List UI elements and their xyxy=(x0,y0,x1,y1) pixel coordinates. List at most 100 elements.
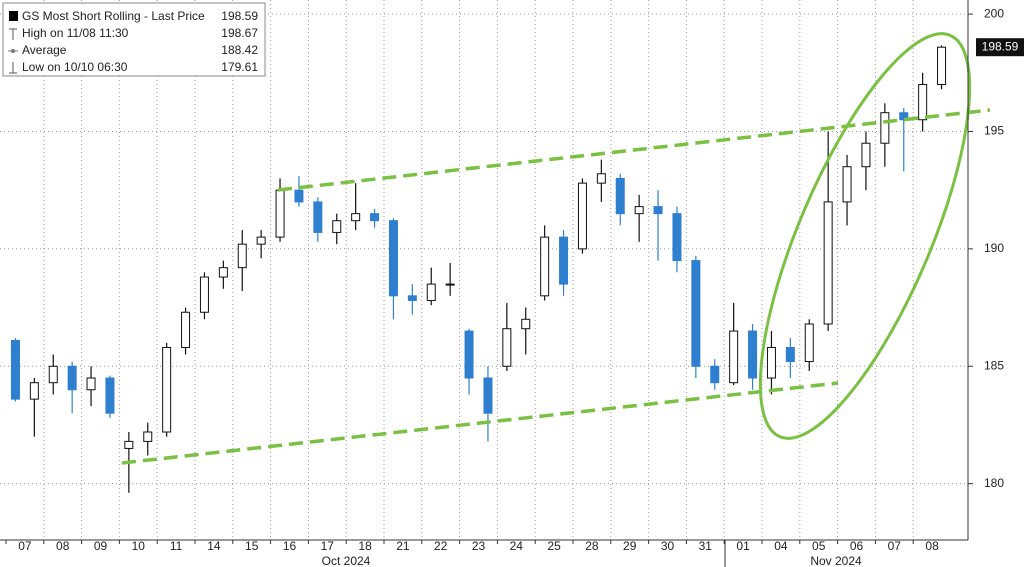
x-tick-label: 30 xyxy=(661,539,675,553)
candle-body xyxy=(181,311,191,348)
candle-body xyxy=(615,177,625,215)
candle-body xyxy=(577,182,587,250)
month-label: Oct 2024 xyxy=(322,554,371,567)
y-tick-label: 185 xyxy=(984,358,1004,372)
candle-body xyxy=(199,276,209,313)
candle-body xyxy=(937,46,947,86)
candle-body xyxy=(880,112,890,144)
x-tick-label: 23 xyxy=(472,539,486,553)
candle-body xyxy=(124,440,134,449)
candle-body xyxy=(143,431,153,442)
x-tick-label: 16 xyxy=(283,539,297,553)
candle-body xyxy=(559,236,569,285)
candle-body xyxy=(86,377,96,391)
x-tick-label: 18 xyxy=(358,539,372,553)
x-tick-label: 04 xyxy=(774,539,788,553)
candles xyxy=(10,45,947,493)
candle-body xyxy=(370,213,380,222)
candle-body xyxy=(918,84,928,121)
grid xyxy=(0,0,968,540)
candle-body xyxy=(332,220,342,233)
candle-body xyxy=(502,328,512,367)
candle-body xyxy=(899,112,909,121)
candle-body xyxy=(67,365,77,391)
candle-body xyxy=(351,213,361,222)
candle-body xyxy=(596,173,606,184)
y-tick-label: 195 xyxy=(984,124,1004,138)
candle-body xyxy=(48,365,58,384)
candle-body xyxy=(672,213,682,262)
candle-body xyxy=(823,201,833,325)
candle-body xyxy=(426,283,436,302)
candle-body xyxy=(634,206,644,215)
x-tick-label: 28 xyxy=(585,539,599,553)
x-tick-label: 09 xyxy=(94,539,108,553)
candle-body xyxy=(218,267,228,278)
candle-body xyxy=(388,220,398,297)
legend-value: 198.67 xyxy=(221,26,258,40)
legend-label: Average xyxy=(22,43,67,57)
x-tick-label: 01 xyxy=(736,539,750,553)
candle-body xyxy=(540,236,550,297)
last-price-tag xyxy=(976,38,1024,57)
x-tick-label: 17 xyxy=(321,539,335,553)
x-tick-label: 08 xyxy=(56,539,70,553)
candle-body xyxy=(256,236,266,245)
annotations xyxy=(121,32,991,465)
x-tick-label: 10 xyxy=(132,539,146,553)
candle-body xyxy=(842,166,852,203)
candle-body xyxy=(105,377,115,414)
x-tick-label: 21 xyxy=(396,539,410,553)
legend-value: 179.61 xyxy=(221,60,258,74)
x-tick-label: 15 xyxy=(245,539,259,553)
candle-body xyxy=(464,330,474,379)
month-label: Nov 2024 xyxy=(810,554,862,567)
y-tick-label: 200 xyxy=(984,6,1004,20)
legend-icon xyxy=(9,11,18,21)
candle-body xyxy=(313,201,323,233)
x-tick-label: 25 xyxy=(547,539,561,553)
legend-icon xyxy=(9,62,17,74)
candle-body xyxy=(691,260,701,367)
candle-body xyxy=(10,339,20,400)
x-tick-label: 31 xyxy=(699,539,713,553)
candle-body xyxy=(237,243,247,269)
candle-body xyxy=(861,142,871,168)
candle-body xyxy=(162,346,172,433)
candle-body xyxy=(29,382,39,400)
legend-icon xyxy=(11,49,15,53)
x-tick-label: 05 xyxy=(812,539,826,553)
legend-label: High on 11/08 11:30 xyxy=(22,26,129,40)
candle-body xyxy=(653,206,663,215)
candle-body xyxy=(748,330,758,379)
y-tick-label: 190 xyxy=(984,241,1004,255)
candle-body xyxy=(804,323,814,363)
x-tick-label: 29 xyxy=(623,539,637,553)
legend-value: 198.59 xyxy=(221,9,258,23)
candle-body xyxy=(294,189,304,203)
trend-line-lower xyxy=(121,381,839,465)
x-tick-label: 24 xyxy=(510,539,524,553)
candle-body xyxy=(275,189,285,238)
trend-line-upper xyxy=(277,108,991,192)
x-tick-label: 14 xyxy=(207,539,221,553)
legend-box xyxy=(2,2,266,77)
y-tick-label: 180 xyxy=(984,476,1004,490)
axis-labels: 180 185 190 195 200 07 08 09 10 11 14 15 16 17 18 21 22 2… xyxy=(5,6,1024,567)
candle-body xyxy=(521,318,531,330)
x-tick-label: 22 xyxy=(434,539,448,553)
candle-body xyxy=(766,346,776,379)
legend-label: Low on 10/10 06:30 xyxy=(22,60,128,74)
candle-body xyxy=(785,346,795,363)
x-tick-label: 06 xyxy=(850,539,864,553)
legend-value: 188.42 xyxy=(221,43,258,57)
legend: GS Most Short Rolling - Last Price 198.5… xyxy=(2,2,266,77)
x-tick-label: 07 xyxy=(888,539,902,553)
x-tick-label: 08 xyxy=(925,539,939,553)
candle-body xyxy=(710,365,720,384)
legend-title: GS Most Short Rolling - Last Price xyxy=(22,9,205,23)
candle-body xyxy=(445,283,455,286)
x-tick-label: 11 xyxy=(170,539,183,553)
highlight-ellipse xyxy=(758,32,972,440)
